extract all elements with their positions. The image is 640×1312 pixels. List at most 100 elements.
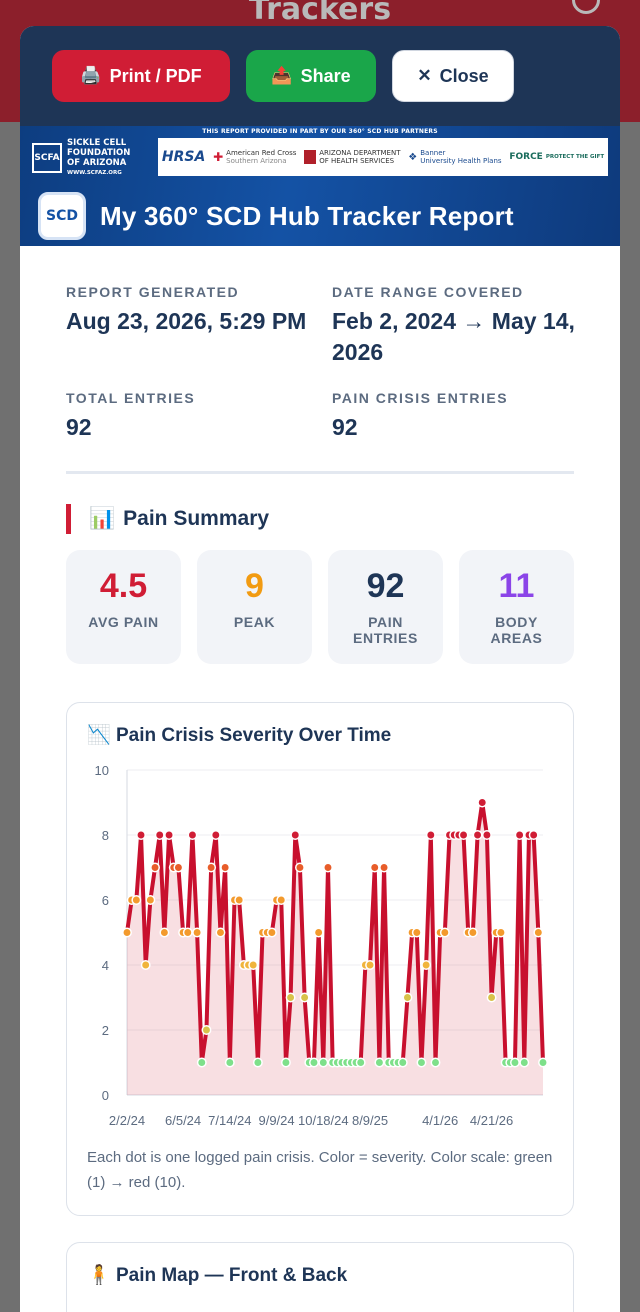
data-point <box>150 862 160 873</box>
data-point <box>538 1057 548 1068</box>
data-point <box>145 895 156 905</box>
stat-peak: 9 PEAK <box>197 550 312 664</box>
data-point <box>187 830 198 840</box>
data-point <box>182 927 193 938</box>
x-tick-label: 6/5/24 <box>165 1113 201 1128</box>
meta-crisis: PAIN CRISIS ENTRIES 92 <box>332 390 576 443</box>
data-point <box>220 862 231 873</box>
scfa-name-line1: SICKLE CELL <box>67 138 127 148</box>
data-point <box>397 1057 408 1068</box>
stat-value: 92 <box>366 567 405 605</box>
data-point <box>210 830 221 840</box>
data-point <box>374 1057 385 1068</box>
data-point <box>266 927 277 938</box>
red-cross-line2: Southern Arizona <box>226 157 287 165</box>
x-tick-label: 4/1/26 <box>422 1113 458 1128</box>
modal-toolbar: 🖨️ Print / PDF 📤 Share ✕ Close <box>20 26 620 126</box>
x-tick-label: 9/9/24 <box>258 1113 294 1128</box>
data-point <box>140 960 151 970</box>
data-point <box>323 862 333 873</box>
red-cross-logo: ✚ American Red Cross Southern Arizona <box>213 149 296 165</box>
severity-chart: 0 2 4 6 8 10 2/2/24 6/5/24 7/14/24 9/9/24 10/18/24… <box>95 763 548 1128</box>
scfa-name-line2: FOUNDATION <box>67 148 131 158</box>
y-tick-label: 10 <box>95 763 109 778</box>
partner-note: THIS REPORT PROVIDED IN PART BY OUR 360°… <box>202 128 438 135</box>
azdhs-logo: ARIZONA DEPARTMENT OF HEALTH SERVICES <box>304 149 400 165</box>
force-line2: PROTECT THE GIFT <box>545 154 605 160</box>
partner-logos: HRSA ✚ American Red Cross Southern Arizo… <box>158 138 608 176</box>
data-point <box>481 830 492 840</box>
data-point <box>477 797 488 808</box>
data-point <box>294 862 305 873</box>
y-tick-label: 2 <box>102 1023 109 1038</box>
data-point <box>519 1057 530 1068</box>
person-icon: 🧍 <box>87 1265 111 1286</box>
data-point <box>318 1057 329 1068</box>
meta-crisis-value: 92 <box>332 414 358 440</box>
close-icon: ✕ <box>417 66 432 85</box>
data-point <box>421 960 432 970</box>
data-point <box>425 830 436 840</box>
data-point <box>430 1057 441 1068</box>
meta-generated-value: Aug 23, 2026, 5:29 PM <box>66 308 307 334</box>
data-point <box>528 830 539 840</box>
data-point <box>136 830 146 840</box>
y-tick-label: 6 <box>102 893 109 908</box>
stat-avg-pain: 4.5 AVG PAIN <box>66 550 181 664</box>
data-point <box>472 830 483 840</box>
banner-health-icon: ❖ <box>408 151 418 163</box>
stat-label: AVG PAIN <box>88 614 159 630</box>
report-title-row: SCD My 360° SCD Hub Tracker Report <box>38 192 514 240</box>
data-point <box>355 1057 366 1068</box>
share-button[interactable]: 📤 Share <box>246 50 376 102</box>
meta-total-value: 92 <box>66 414 92 440</box>
close-label: Close <box>439 65 489 86</box>
pain-map-title-text: Pain Map — Front & Back <box>115 1265 348 1286</box>
scfa-logo-block: SCFA SICKLE CELL FOUNDATION OF ARIZONA W… <box>32 138 130 178</box>
scfa-logo-icon: SCFA <box>32 143 62 173</box>
data-point <box>192 927 203 938</box>
data-point <box>224 1057 235 1068</box>
banner-health-line1: Banner <box>420 149 446 157</box>
pain-stats: 4.5 AVG PAIN 9 PEAK 92 PAIN ENTRIES 11 B… <box>66 550 574 664</box>
data-point <box>379 862 390 873</box>
print-label: Print / PDF <box>109 65 202 86</box>
close-button[interactable]: ✕ Close <box>392 50 514 102</box>
data-point <box>510 1057 520 1068</box>
data-point <box>309 1057 319 1068</box>
banner-health-line2: University Health Plans <box>420 157 502 165</box>
stat-value: 9 <box>245 567 264 605</box>
report-meta: REPORT GENERATED Aug 23, 2026, 5:29 PM D… <box>20 246 620 443</box>
data-point <box>159 927 170 938</box>
y-tick-label: 4 <box>102 958 109 973</box>
data-point <box>402 992 413 1003</box>
share-label: Share <box>300 65 351 86</box>
data-point <box>215 927 226 938</box>
pain-map-title: 🧍 Pain Map — Front & Back <box>87 1263 347 1287</box>
data-point <box>206 862 217 873</box>
data-point <box>439 927 450 938</box>
data-point <box>252 1057 263 1068</box>
data-point <box>131 895 142 905</box>
y-tick-label: 8 <box>102 828 109 843</box>
pain-summary-heading-text: Pain Summary <box>123 507 270 530</box>
x-tick-label: 4/21/26 <box>470 1113 513 1128</box>
x-tick-label: 10/18/24 <box>298 1113 349 1128</box>
data-point <box>280 1057 291 1068</box>
pain-summary-heading: 📊 Pain Summary <box>66 504 574 534</box>
azdhs-icon <box>304 150 317 164</box>
data-point <box>164 830 175 840</box>
force-line1: FORCE <box>509 152 543 162</box>
stat-value: 4.5 <box>99 567 148 605</box>
stat-body-areas: 11 BODY AREAS <box>459 550 574 664</box>
red-cross-line1: American Red Cross <box>226 149 297 157</box>
series-area <box>127 802 543 1095</box>
bar-chart-icon: 📊 <box>89 507 116 530</box>
chart-title: 📉 Pain Crisis Severity Over Time <box>87 723 391 747</box>
data-point <box>365 960 376 970</box>
print-pdf-button[interactable]: 🖨️ Print / PDF <box>52 50 230 102</box>
data-point <box>154 830 165 840</box>
data-point <box>196 1057 207 1068</box>
y-tick-label: 0 <box>102 1088 109 1103</box>
x-tick-label: 7/14/24 <box>208 1113 251 1128</box>
